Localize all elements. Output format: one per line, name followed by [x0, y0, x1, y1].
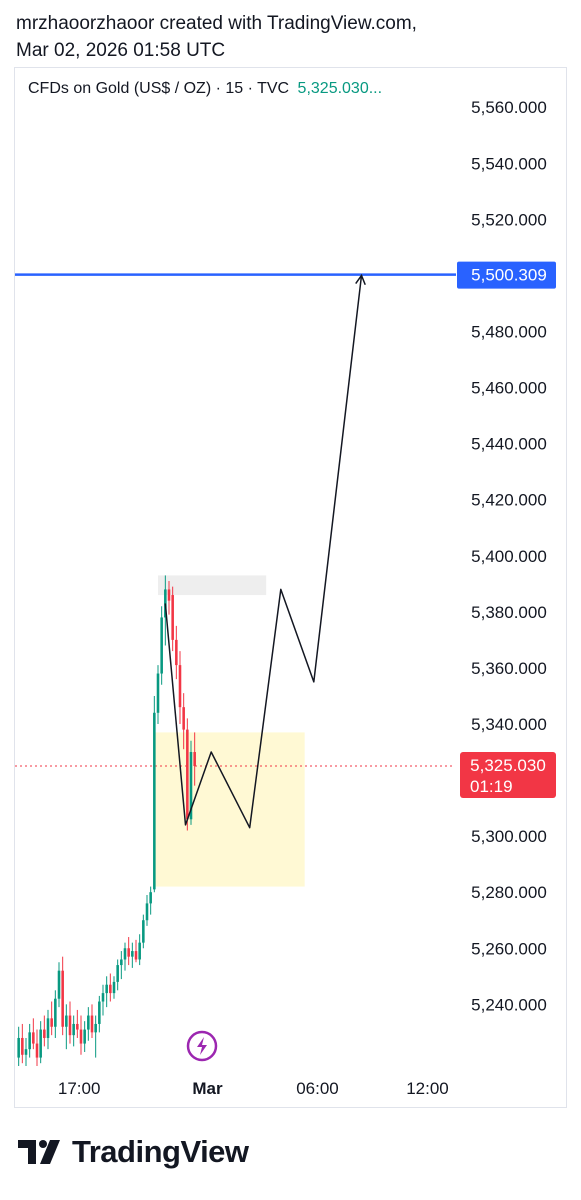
candle-body-31 [131, 951, 134, 957]
y-tick-label: 5,300.000 [471, 827, 547, 846]
candle-body-7 [43, 1029, 46, 1038]
candle-body-21 [94, 1023, 97, 1033]
candle-body-37 [153, 712, 156, 890]
candle-body-46 [186, 729, 189, 820]
current-price-label: 5,325.030 [470, 756, 546, 775]
tradingview-logo-icon [18, 1140, 60, 1164]
candle-body-0 [17, 1037, 20, 1058]
y-tick-label: 5,440.000 [471, 435, 547, 454]
y-tick-label: 5,560.000 [471, 98, 547, 117]
symbol-legend[interactable]: CFDs on Gold (US$ / OZ) · 15 · TVC 5,325… [28, 80, 382, 98]
timestamp-line: Mar 02, 2026 01:58 UTC [16, 40, 226, 61]
candle-body-43 [175, 639, 178, 666]
candle-body-8 [46, 1018, 50, 1038]
candle-body-10 [54, 998, 57, 1027]
candle-body-44 [178, 665, 182, 708]
candle-body-14 [68, 1015, 72, 1036]
candle-body-2 [24, 1049, 28, 1055]
projection-arrowhead [355, 273, 366, 286]
candle-body-48 [193, 752, 196, 767]
candle-body-45 [182, 707, 185, 730]
x-tick-label: Mar [192, 1079, 223, 1098]
y-tick-label: 5,280.000 [471, 883, 547, 902]
candle-body-30 [127, 948, 130, 957]
author-line: mrzhaoorzhaoor created with TradingView.… [16, 13, 417, 34]
candle-body-9 [50, 1018, 53, 1027]
candle-body-16 [76, 1023, 79, 1030]
y-tick-label: 5,380.000 [471, 603, 547, 622]
candle-body-39 [160, 617, 163, 674]
candle-body-6 [39, 1029, 42, 1058]
candle-body-19 [87, 1015, 90, 1030]
y-tick-label: 5,460.000 [471, 379, 547, 398]
candle-body-1 [21, 1037, 24, 1055]
y-tick-label: 5,400.000 [471, 547, 547, 566]
y-tick-label: 5,540.000 [471, 154, 547, 173]
candle-body-11 [57, 970, 61, 999]
symbol-label: CFDs on Gold (US$ / OZ) · 15 · TVC [28, 80, 290, 97]
candle-body-41 [167, 589, 171, 601]
candle-body-22 [98, 1001, 101, 1024]
y-tick-label: 5,520.000 [471, 210, 547, 229]
zone-rect-1 [154, 732, 305, 887]
countdown-label: 01:19 [470, 777, 513, 796]
candle-body-5 [35, 1043, 39, 1058]
candle-body-24 [105, 984, 108, 994]
candle-body-26 [112, 981, 116, 994]
lightning-icon[interactable] [186, 1030, 218, 1062]
y-tick-label: 5,360.000 [471, 659, 547, 678]
candle-body-42 [171, 595, 174, 640]
y-tick-label: 5,480.000 [471, 323, 547, 342]
candle-body-47 [189, 752, 193, 820]
y-tick-label: 5,420.000 [471, 491, 547, 510]
y-tick-label: 5,340.000 [471, 715, 547, 734]
candle-body-33 [138, 942, 141, 960]
x-tick-label: 17:00 [58, 1079, 101, 1098]
candle-body-34 [142, 920, 145, 943]
candle-body-20 [90, 1015, 94, 1033]
target-price-label: 5,500.309 [471, 266, 547, 285]
candle-body-3 [28, 1032, 31, 1050]
candle-body-17 [79, 1029, 83, 1044]
candle-body-36 [149, 892, 152, 904]
candle-body-25 [109, 984, 112, 994]
chart-header: mrzhaoorzhaoor created with TradingView.… [16, 10, 417, 64]
y-tick-label: 5,240.000 [471, 995, 547, 1014]
chart-frame [14, 67, 567, 1108]
y-tick-label: 5,260.000 [471, 939, 547, 958]
candle-body-32 [134, 951, 138, 960]
candle-body-29 [123, 948, 127, 960]
candle-body-15 [72, 1023, 75, 1036]
candle-body-18 [83, 1029, 86, 1044]
current-price-tag [460, 751, 556, 798]
x-tick-label: 06:00 [296, 1079, 339, 1098]
target-price-tag [457, 261, 556, 289]
candle-body-4 [32, 1032, 35, 1044]
candle-body-28 [120, 959, 123, 966]
x-tick-label: 12:00 [406, 1079, 449, 1098]
tradingview-logo[interactable]: TradingView [18, 1134, 249, 1170]
legend-price: 5,325.030... [297, 80, 383, 97]
candle-body-13 [65, 1015, 68, 1027]
candle-body-23 [101, 993, 105, 1002]
candle-body-27 [116, 965, 119, 982]
zone-rect-0 [158, 575, 267, 596]
candle-body-35 [145, 903, 149, 921]
brand-name: TradingView [72, 1134, 249, 1169]
candle-body-12 [61, 970, 64, 1027]
candle-body-38 [156, 673, 160, 713]
projection-path [164, 275, 363, 829]
